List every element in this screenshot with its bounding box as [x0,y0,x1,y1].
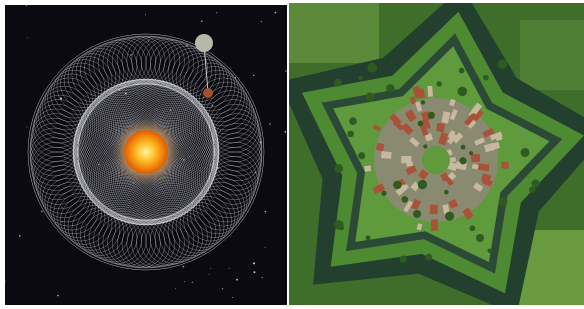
tree [418,180,427,189]
star [261,21,262,22]
tree [425,254,432,261]
star [275,12,277,14]
star [222,288,223,289]
roof [431,219,438,230]
tree [428,112,435,119]
tree [358,76,362,80]
tree [334,220,343,229]
star [175,288,176,289]
star [262,277,263,278]
tree [521,148,530,157]
orbit-pattern-image [4,5,287,305]
tree [499,197,508,206]
tree [349,117,357,125]
tree [393,181,402,190]
square-center [422,146,450,174]
tree [423,144,427,148]
star [148,41,149,42]
tree [498,59,507,68]
roof [427,86,433,97]
field-patch [289,3,379,63]
star [26,127,27,128]
star [192,282,193,283]
star [57,295,58,296]
star [210,268,211,269]
star [38,151,39,152]
star [182,266,184,268]
roof [381,151,392,159]
star [26,5,28,7]
star [130,54,132,56]
star [209,274,210,275]
star-fort-image [280,0,584,309]
tree [366,235,371,240]
roof [430,205,438,215]
tree [334,164,343,173]
tree [487,249,491,253]
sun [124,130,168,174]
star [236,279,238,281]
tree [445,212,454,221]
roof [401,156,411,163]
tree [483,75,489,81]
star [229,268,230,269]
planet-small [203,88,213,98]
roof [436,123,445,132]
star [265,211,267,213]
star [285,70,287,72]
star [61,207,62,208]
star [27,37,28,38]
tree [476,234,484,242]
tree [402,196,409,203]
tree [367,63,377,73]
tree [459,157,466,164]
tree [358,152,365,159]
star [232,297,233,298]
tree [418,121,424,127]
tree [531,180,539,188]
tree [366,92,375,101]
tree [334,79,342,87]
tree [470,225,476,231]
star [269,123,271,125]
tree [457,87,467,97]
star [216,12,217,13]
star [253,262,255,264]
star [4,281,5,282]
composite-image [0,0,584,309]
star [19,235,21,237]
tree [459,68,465,74]
star [145,14,146,15]
roof [501,162,509,169]
tree [386,84,395,93]
tree [347,131,354,138]
star [253,75,254,76]
planet [195,34,213,52]
roof [364,165,371,171]
star [254,271,256,273]
tree [400,256,407,263]
star [265,247,266,248]
field-patch [520,20,584,90]
tree [413,210,421,218]
tree [444,190,449,195]
tree [461,145,466,150]
star [284,131,286,133]
tree [421,100,425,104]
tree [437,81,442,86]
roof [471,154,480,162]
tree [381,191,386,196]
star [41,210,43,212]
roof [376,143,384,152]
tree [469,151,473,155]
star [184,281,185,282]
star [201,20,203,22]
